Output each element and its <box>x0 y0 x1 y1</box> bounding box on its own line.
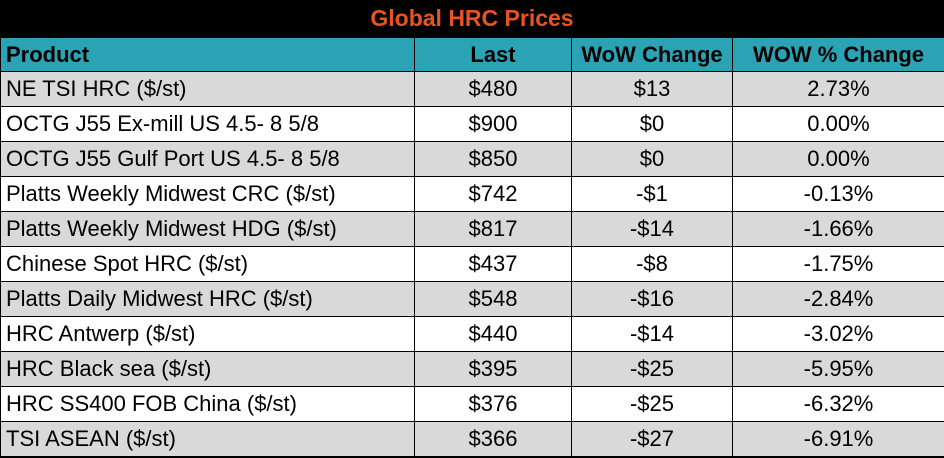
cell-last: $548 <box>414 281 572 317</box>
cell-product: NE TSI HRC ($/st) <box>0 71 415 107</box>
cell-last: $900 <box>414 106 572 142</box>
cell-product: HRC Black sea ($/st) <box>0 351 415 387</box>
table-row: TSI ASEAN ($/st) $366 -$27 -6.91% <box>0 421 944 457</box>
table-row: HRC SS400 FOB China ($/st) $376 -$25 -6.… <box>0 386 944 422</box>
cell-wow-change: -$25 <box>571 351 733 387</box>
cell-wow-pct: -2.84% <box>732 281 944 317</box>
cell-product: Platts Weekly Midwest HDG ($/st) <box>0 211 415 247</box>
table-row: HRC Black sea ($/st) $395 -$25 -5.95% <box>0 351 944 387</box>
cell-wow-pct: -0.13% <box>732 176 944 212</box>
header-product: Product <box>0 37 415 72</box>
header-wow-change: WoW Change <box>571 37 733 72</box>
cell-product: OCTG J55 Gulf Port US 4.5- 8 5/8 <box>0 141 415 177</box>
cell-last: $440 <box>414 316 572 352</box>
cell-wow-pct: 0.00% <box>732 141 944 177</box>
cell-wow-pct: -5.95% <box>732 351 944 387</box>
cell-wow-change: -$25 <box>571 386 733 422</box>
table-row: HRC Antwerp ($/st) $440 -$14 -3.02% <box>0 316 944 352</box>
cell-wow-change: -$16 <box>571 281 733 317</box>
header-wow-pct-change: WOW % Change <box>732 37 944 72</box>
cell-wow-pct: -6.91% <box>732 421 944 457</box>
cell-last: $850 <box>414 141 572 177</box>
table-row: OCTG J55 Gulf Port US 4.5- 8 5/8 $850 $0… <box>0 141 944 177</box>
cell-product: OCTG J55 Ex-mill US 4.5- 8 5/8 <box>0 106 415 142</box>
cell-product: Chinese Spot HRC ($/st) <box>0 246 415 282</box>
cell-last: $395 <box>414 351 572 387</box>
cell-wow-change: $13 <box>571 71 733 107</box>
table-row: Platts Daily Midwest HRC ($/st) $548 -$1… <box>0 281 944 317</box>
header-row: Product Last WoW Change WOW % Change <box>0 37 944 72</box>
cell-last: $366 <box>414 421 572 457</box>
cell-wow-change: -$8 <box>571 246 733 282</box>
cell-wow-pct: 0.00% <box>732 106 944 142</box>
cell-last: $817 <box>414 211 572 247</box>
cell-wow-pct: -1.66% <box>732 211 944 247</box>
table-row: OCTG J55 Ex-mill US 4.5- 8 5/8 $900 $0 0… <box>0 106 944 142</box>
cell-product: HRC SS400 FOB China ($/st) <box>0 386 415 422</box>
cell-wow-pct: -1.75% <box>732 246 944 282</box>
cell-wow-change: -$14 <box>571 211 733 247</box>
cell-wow-change: $0 <box>571 106 733 142</box>
cell-wow-change: -$1 <box>571 176 733 212</box>
cell-wow-change: -$14 <box>571 316 733 352</box>
cell-product: Platts Daily Midwest HRC ($/st) <box>0 281 415 317</box>
cell-product: HRC Antwerp ($/st) <box>0 316 415 352</box>
cell-product: Platts Weekly Midwest CRC ($/st) <box>0 176 415 212</box>
cell-last: $480 <box>414 71 572 107</box>
cell-wow-pct: -6.32% <box>732 386 944 422</box>
table-row: Chinese Spot HRC ($/st) $437 -$8 -1.75% <box>0 246 944 282</box>
table-row: Platts Weekly Midwest HDG ($/st) $817 -$… <box>0 211 944 247</box>
prices-table: Product Last WoW Change WOW % Change NE … <box>0 37 944 457</box>
cell-last: $742 <box>414 176 572 212</box>
table-title: Global HRC Prices <box>0 0 944 37</box>
cell-last: $437 <box>414 246 572 282</box>
cell-product: TSI ASEAN ($/st) <box>0 421 415 457</box>
cell-wow-pct: 2.73% <box>732 71 944 107</box>
cell-last: $376 <box>414 386 572 422</box>
header-last: Last <box>414 37 572 72</box>
table-row: NE TSI HRC ($/st) $480 $13 2.73% <box>0 71 944 107</box>
cell-wow-pct: -3.02% <box>732 316 944 352</box>
cell-wow-change: -$27 <box>571 421 733 457</box>
cell-wow-change: $0 <box>571 141 733 177</box>
table-row: Platts Weekly Midwest CRC ($/st) $742 -$… <box>0 176 944 212</box>
